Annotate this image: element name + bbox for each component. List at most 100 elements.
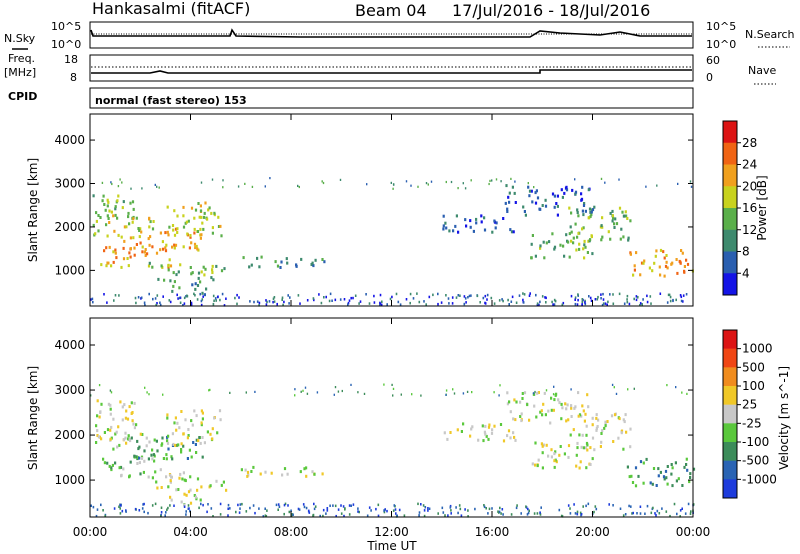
power-cell (502, 217, 505, 220)
power-cell (110, 181, 112, 184)
nave-tick-top: 60 (706, 54, 720, 67)
power-cell (168, 258, 171, 262)
velocity-cell (114, 432, 117, 436)
velocity-cell (286, 472, 289, 476)
power-cell (123, 225, 126, 229)
power-cell (147, 264, 151, 268)
power-cell (510, 177, 512, 180)
power-ytick-label: 2000 (54, 220, 85, 234)
power-cell (191, 271, 194, 275)
velocity-cell (322, 508, 325, 512)
velocity-cell (580, 445, 583, 449)
power-cell (665, 260, 668, 264)
velocity-cell (637, 474, 640, 478)
velocity-cell (308, 509, 310, 513)
power-cell (196, 230, 200, 233)
power-cell (509, 228, 512, 232)
power-cell (618, 178, 620, 181)
velocity-cell (534, 441, 537, 445)
velocity-cell (302, 503, 305, 506)
power-cell (107, 217, 110, 220)
power-cell (156, 185, 158, 188)
velocity-cell (98, 415, 101, 419)
power-cell (111, 182, 113, 186)
velocity-cell (265, 515, 268, 518)
velocity-cell (169, 479, 172, 483)
velocity-cell (203, 441, 206, 445)
power-cell (297, 184, 299, 187)
velocity-cell (161, 442, 164, 446)
power-cell (211, 226, 214, 230)
velocity-cell (417, 502, 419, 506)
power-cell (137, 227, 140, 230)
power-cell (475, 217, 478, 221)
power-cell (128, 251, 131, 255)
power-cell (580, 192, 583, 196)
velocity-cell (565, 419, 568, 423)
velocity-cell (160, 514, 162, 518)
power-cell (627, 238, 630, 242)
velocity-cell (162, 457, 165, 460)
power-cell (107, 200, 110, 204)
velocity-cell (403, 514, 406, 517)
power-ytick-label: 1000 (54, 263, 85, 277)
velocity-cell (341, 389, 343, 393)
power-cell (106, 204, 109, 208)
power-cell (105, 264, 108, 268)
power-cell (193, 231, 196, 235)
power-cell (288, 302, 290, 305)
velocity-cell (466, 390, 469, 393)
power-cell (112, 214, 115, 218)
velocity-cell (452, 388, 454, 391)
power-cell (470, 179, 472, 182)
velocity-cell (631, 512, 633, 515)
power-cell (437, 302, 439, 306)
velocity-cell (525, 505, 527, 508)
velocity-cell (497, 510, 499, 513)
power-cell (538, 303, 540, 307)
velocity-cell (95, 514, 98, 518)
velocity-cell (125, 441, 128, 445)
power-cell (149, 220, 152, 224)
velocity-cell (545, 443, 548, 447)
velocity-cell (229, 391, 231, 394)
power-cell (141, 250, 144, 254)
velocity-cell (520, 412, 523, 416)
power-cell (626, 300, 629, 304)
velocity-cell (601, 429, 604, 433)
power-cell (666, 266, 669, 270)
power-cell (528, 189, 532, 193)
velocity-cell (570, 388, 572, 391)
power-cell (574, 296, 577, 299)
nsky-panel (89, 21, 694, 49)
velocity-cell (142, 503, 144, 506)
velocity-cell (169, 480, 172, 484)
power-cell (108, 245, 111, 249)
velocity-cell (366, 514, 369, 517)
velocity-cell (383, 383, 385, 386)
velocity-cell (500, 512, 502, 515)
power-colorbar-tick-label: 16 (742, 201, 757, 215)
power-cell (148, 261, 151, 265)
power-cell (399, 303, 402, 306)
velocity-cell (169, 473, 172, 477)
power-cell (169, 279, 172, 283)
power-cell (175, 273, 178, 277)
power-cell (494, 226, 497, 230)
power-cell (225, 297, 227, 300)
power-cell (329, 292, 332, 296)
velocity-cell (117, 425, 120, 429)
power-cell (260, 255, 263, 259)
power-cell (283, 300, 285, 304)
velocity-cell (520, 419, 523, 423)
velocity-cell (593, 510, 595, 514)
velocity-cell (161, 436, 164, 440)
velocity-cell (631, 481, 635, 484)
velocity-cell (167, 434, 170, 438)
velocity-cell (171, 457, 174, 461)
power-cell (615, 222, 619, 226)
velocity-cell (591, 423, 594, 427)
velocity-cell (502, 513, 504, 516)
power-cell (148, 292, 150, 296)
power-cell (164, 246, 167, 250)
